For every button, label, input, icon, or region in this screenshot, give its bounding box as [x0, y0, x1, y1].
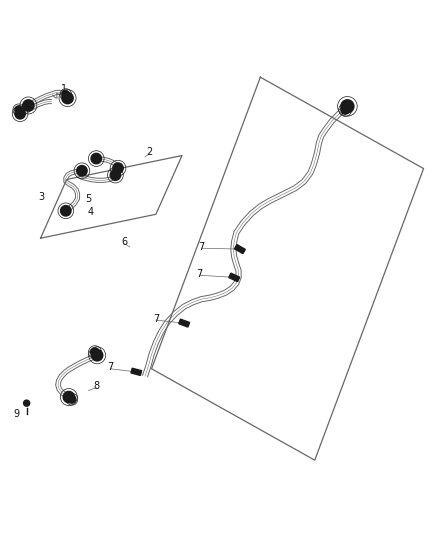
Text: 1: 1 — [60, 84, 67, 94]
Text: 7: 7 — [107, 362, 113, 373]
Text: 5: 5 — [85, 193, 92, 204]
Text: 9: 9 — [14, 409, 20, 418]
Text: 6: 6 — [121, 237, 127, 247]
Circle shape — [63, 391, 74, 403]
Polygon shape — [229, 273, 240, 281]
Circle shape — [77, 166, 87, 176]
Circle shape — [15, 106, 23, 114]
Text: 8: 8 — [93, 381, 99, 391]
Polygon shape — [179, 319, 190, 327]
Text: 2: 2 — [146, 148, 152, 157]
Circle shape — [92, 350, 103, 361]
Circle shape — [62, 92, 73, 104]
Circle shape — [24, 400, 30, 406]
Text: 4: 4 — [88, 207, 94, 217]
Circle shape — [23, 100, 34, 111]
Circle shape — [15, 109, 25, 119]
Text: 3: 3 — [39, 192, 45, 202]
Circle shape — [68, 395, 76, 403]
Circle shape — [110, 170, 120, 180]
Circle shape — [91, 154, 102, 164]
Circle shape — [113, 163, 123, 173]
Text: 7: 7 — [153, 314, 159, 324]
Circle shape — [341, 100, 354, 113]
Text: 7: 7 — [198, 242, 205, 252]
Circle shape — [91, 348, 99, 357]
Circle shape — [60, 206, 71, 216]
Polygon shape — [131, 368, 141, 375]
Polygon shape — [234, 245, 245, 254]
Text: 7: 7 — [196, 269, 202, 279]
Circle shape — [62, 91, 70, 99]
Circle shape — [341, 106, 350, 114]
